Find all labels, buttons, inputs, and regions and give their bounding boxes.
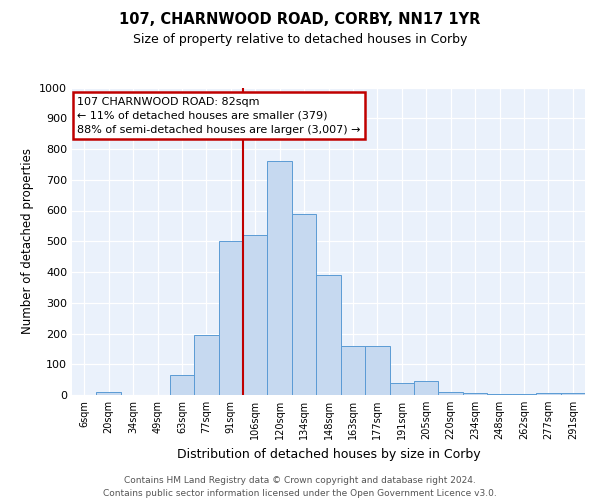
- Bar: [194, 335, 218, 395]
- Bar: [487, 394, 512, 395]
- Bar: [316, 275, 341, 395]
- Bar: [560, 394, 585, 395]
- Text: Contains HM Land Registry data © Crown copyright and database right 2024.
Contai: Contains HM Land Registry data © Crown c…: [103, 476, 497, 498]
- Bar: [536, 394, 560, 395]
- Bar: [292, 214, 316, 395]
- Bar: [414, 381, 439, 395]
- Bar: [463, 394, 487, 395]
- Bar: [268, 162, 292, 395]
- Bar: [512, 394, 536, 395]
- Bar: [218, 242, 243, 395]
- Bar: [389, 382, 414, 395]
- Text: Size of property relative to detached houses in Corby: Size of property relative to detached ho…: [133, 32, 467, 46]
- Bar: [365, 346, 389, 395]
- Bar: [341, 346, 365, 395]
- Bar: [243, 235, 268, 395]
- Y-axis label: Number of detached properties: Number of detached properties: [20, 148, 34, 334]
- Text: 107 CHARNWOOD ROAD: 82sqm
← 11% of detached houses are smaller (379)
88% of semi: 107 CHARNWOOD ROAD: 82sqm ← 11% of detac…: [77, 96, 361, 134]
- X-axis label: Distribution of detached houses by size in Corby: Distribution of detached houses by size …: [176, 448, 481, 460]
- Bar: [97, 392, 121, 395]
- Bar: [170, 375, 194, 395]
- Bar: [439, 392, 463, 395]
- Text: 107, CHARNWOOD ROAD, CORBY, NN17 1YR: 107, CHARNWOOD ROAD, CORBY, NN17 1YR: [119, 12, 481, 28]
